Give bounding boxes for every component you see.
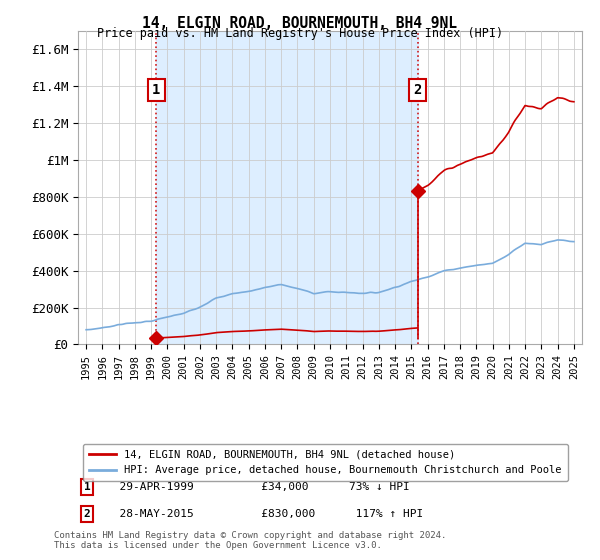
Bar	[157, 31, 418, 344]
Legend: 14, ELGIN ROAD, BOURNEMOUTH, BH4 9NL (detached house), HPI: Average price, detac: 14, ELGIN ROAD, BOURNEMOUTH, BH4 9NL (de…	[83, 444, 568, 482]
Text: 2: 2	[413, 83, 422, 97]
Text: 28-MAY-2015          £830,000      117% ↑ HPI: 28-MAY-2015 £830,000 117% ↑ HPI	[106, 508, 423, 519]
Text: 1: 1	[83, 482, 91, 492]
Text: Price paid vs. HM Land Registry's House Price Index (HPI): Price paid vs. HM Land Registry's House …	[97, 27, 503, 40]
Text: 14, ELGIN ROAD, BOURNEMOUTH, BH4 9NL: 14, ELGIN ROAD, BOURNEMOUTH, BH4 9NL	[143, 16, 458, 31]
Text: Contains HM Land Registry data © Crown copyright and database right 2024.
This d: Contains HM Land Registry data © Crown c…	[54, 530, 446, 550]
Text: 29-APR-1999          £34,000      73% ↓ HPI: 29-APR-1999 £34,000 73% ↓ HPI	[106, 482, 409, 492]
Text: 2: 2	[83, 508, 91, 519]
Text: 1: 1	[152, 83, 161, 97]
